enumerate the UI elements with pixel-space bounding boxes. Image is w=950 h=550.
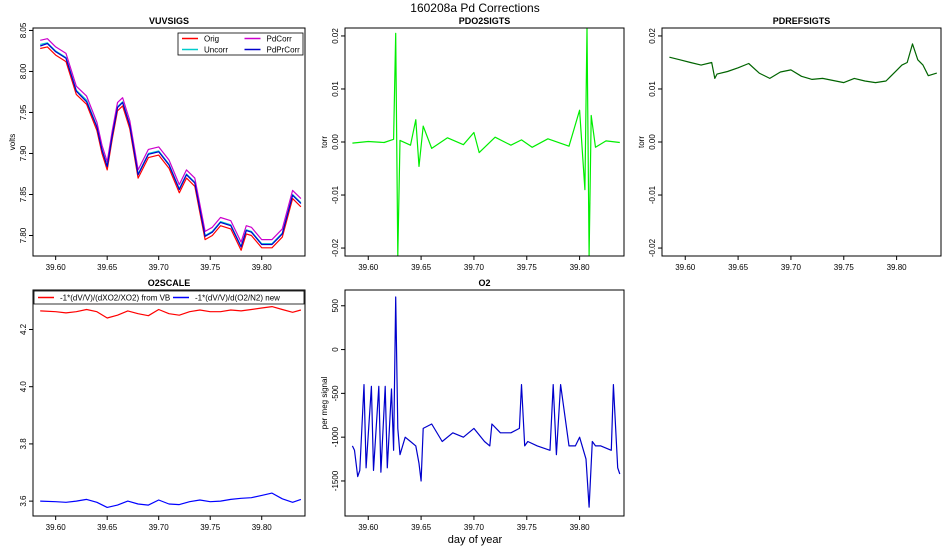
o2-title: O2 bbox=[478, 278, 490, 288]
vuvsigs-ylabel: volts bbox=[8, 134, 17, 150]
vuvsigs-title: VUVSIGS bbox=[149, 16, 189, 26]
vuvsigs-ytick-label: 7.85 bbox=[19, 186, 28, 202]
pdrefsigts-xtick-label: 39.60 bbox=[675, 263, 696, 272]
vuvsigs-legend-label: PdPrCorr bbox=[267, 46, 301, 55]
figure-xlabel: day of year bbox=[448, 534, 503, 546]
pdo2sigts-xtick-label: 39.70 bbox=[464, 263, 485, 272]
vuvsigs-legend-label: PdCorr bbox=[267, 35, 293, 44]
panel-pdo2sigts: PDO2SIGTS 39.60 39.65 39.70 39.75 39.80 -0.02 -… bbox=[320, 16, 625, 272]
pdo2sigts-xtick-label: 39.80 bbox=[570, 263, 591, 272]
pdrefsigts-xtick-label: 39.80 bbox=[887, 263, 908, 272]
pdo2sigts-series-0 bbox=[352, 28, 620, 256]
o2-ylabel: per meg signal bbox=[320, 377, 329, 430]
vuvsigs-xtick-label: 39.80 bbox=[252, 263, 273, 272]
o2scale-legend-box bbox=[33, 290, 305, 305]
o2-ytick-label: 500 bbox=[331, 299, 340, 313]
o2scale-xtick-label: 39.60 bbox=[46, 523, 67, 532]
vuvsigs-xtick-label: 39.70 bbox=[149, 263, 170, 272]
pdrefsigts-plot-frame bbox=[661, 27, 942, 257]
o2scale-xtick-label: 39.70 bbox=[149, 523, 170, 532]
pdrefsigts-ytick-label: 0.02 bbox=[648, 28, 657, 44]
o2-xtick-label: 39.60 bbox=[358, 523, 379, 532]
pdrefsigts-xtick-label: 39.65 bbox=[728, 263, 749, 272]
pdo2sigts-xtick-label: 39.60 bbox=[358, 263, 379, 272]
o2scale-ytick-label: 3.6 bbox=[19, 495, 28, 507]
o2-xtick-label: 39.65 bbox=[411, 523, 432, 532]
vuvsigs-xtick-label: 39.65 bbox=[97, 263, 118, 272]
pdo2sigts-ytick-label: 0.02 bbox=[331, 28, 340, 44]
pdrefsigts-xtick-label: 39.75 bbox=[834, 263, 855, 272]
panel-o2scale: O2SCALE 39.60 39.65 39.70 39.75 39.80 3.6 3.8 4.… bbox=[19, 278, 306, 532]
o2-ytick-label: -1000 bbox=[331, 426, 340, 447]
pdo2sigts-ylabel: torr bbox=[320, 136, 329, 148]
pdo2sigts-xtick-label: 39.75 bbox=[517, 263, 538, 272]
vuvsigs-series-3 bbox=[40, 42, 302, 248]
o2scale-title: O2SCALE bbox=[148, 278, 191, 288]
pdo2sigts-ytick-label: 0.00 bbox=[331, 134, 340, 150]
pdrefsigts-series-0 bbox=[669, 43, 937, 84]
pdo2sigts-ytick-label: -0.01 bbox=[331, 185, 340, 204]
pdrefsigts-ylabel: torr bbox=[637, 136, 646, 148]
pdrefsigts-title: PDREFSIGTS bbox=[773, 16, 831, 26]
vuvsigs-legend-label: Orig bbox=[204, 35, 219, 44]
o2-plot-frame bbox=[344, 289, 625, 517]
o2-series-0 bbox=[351, 296, 621, 508]
panel-pdrefsigts: PDREFSIGTS 39.60 39.65 39.70 39.75 39.80 -0.02… bbox=[637, 16, 942, 272]
vuvsigs-xtick-label: 39.75 bbox=[200, 263, 221, 272]
pdo2sigts-ytick-label: -0.02 bbox=[331, 238, 340, 257]
pdrefsigts-ytick-label: 0.01 bbox=[648, 81, 657, 97]
o2scale-ytick-label: 4.2 bbox=[19, 323, 28, 335]
vuvsigs-ytick-label: 7.80 bbox=[19, 227, 28, 243]
vuvsigs-ytick-label: 7.90 bbox=[19, 145, 28, 161]
o2-xtick-label: 39.75 bbox=[517, 523, 538, 532]
o2scale-ytick-label: 4.0 bbox=[19, 381, 28, 393]
pdrefsigts-ytick-label: 0.00 bbox=[648, 134, 657, 150]
o2scale-legend-label: -1*(dV/V)/(dXO2/XO2) from VB bbox=[60, 294, 170, 303]
vuvsigs-series-2 bbox=[40, 38, 302, 243]
vuvsigs-series-1 bbox=[40, 42, 302, 247]
vuvsigs-ytick-label: 7.95 bbox=[19, 104, 28, 120]
o2-ytick-label: 0 bbox=[331, 347, 340, 352]
vuvsigs-ytick-label: 8.00 bbox=[19, 63, 28, 79]
o2-ytick-label: -1500 bbox=[331, 470, 340, 491]
o2scale-legend: -1*(dV/V)/(dXO2/XO2) from VB -1*(dV/V)/d(… bbox=[33, 290, 305, 305]
o2scale-legend-label: -1*(dV/V)/d(O2/N2) new bbox=[195, 294, 280, 303]
panel-o2: O2 39.60 39.65 39.70 39.75 39.80 -1500 -1000 -50… bbox=[320, 278, 625, 532]
o2-xtick-label: 39.80 bbox=[570, 523, 591, 532]
o2scale-xtick-label: 39.80 bbox=[252, 523, 273, 532]
o2-ytick-label: -500 bbox=[331, 385, 340, 402]
pdo2sigts-title: PDO2SIGTS bbox=[459, 16, 511, 26]
pdrefsigts-xtick-label: 39.70 bbox=[781, 263, 802, 272]
figure-title: 160208a Pd Corrections bbox=[410, 1, 539, 15]
o2scale-series-1 bbox=[40, 492, 302, 508]
vuvsigs-legend: Orig PdCorr Uncorr PdPrCorr bbox=[177, 32, 304, 56]
pdrefsigts-ytick-label: -0.02 bbox=[648, 238, 657, 257]
pdrefsigts-ytick-label: -0.01 bbox=[648, 185, 657, 204]
o2scale-series-0 bbox=[40, 306, 302, 319]
vuvsigs-xtick-label: 39.60 bbox=[46, 263, 67, 272]
o2scale-xtick-label: 39.65 bbox=[97, 523, 118, 532]
o2-xtick-label: 39.70 bbox=[464, 523, 485, 532]
pdo2sigts-xtick-label: 39.65 bbox=[411, 263, 432, 272]
vuvsigs-plot-frame bbox=[32, 27, 306, 257]
vuvsigs-legend-box bbox=[177, 32, 304, 56]
vuvsigs-legend-label: Uncorr bbox=[204, 46, 228, 55]
o2scale-xtick-label: 39.75 bbox=[200, 523, 221, 532]
o2scale-plot-frame bbox=[32, 289, 306, 517]
vuvsigs-ytick-label: 8.05 bbox=[19, 22, 28, 38]
panel-vuvsigs: VUVSIGS 39.60 39.65 39.70 39.75 39.80 7.80 7.85… bbox=[8, 16, 306, 272]
o2scale-ytick-label: 3.8 bbox=[19, 438, 28, 450]
pdo2sigts-ytick-label: 0.01 bbox=[331, 81, 340, 97]
vuvsigs-series-0 bbox=[40, 46, 302, 251]
